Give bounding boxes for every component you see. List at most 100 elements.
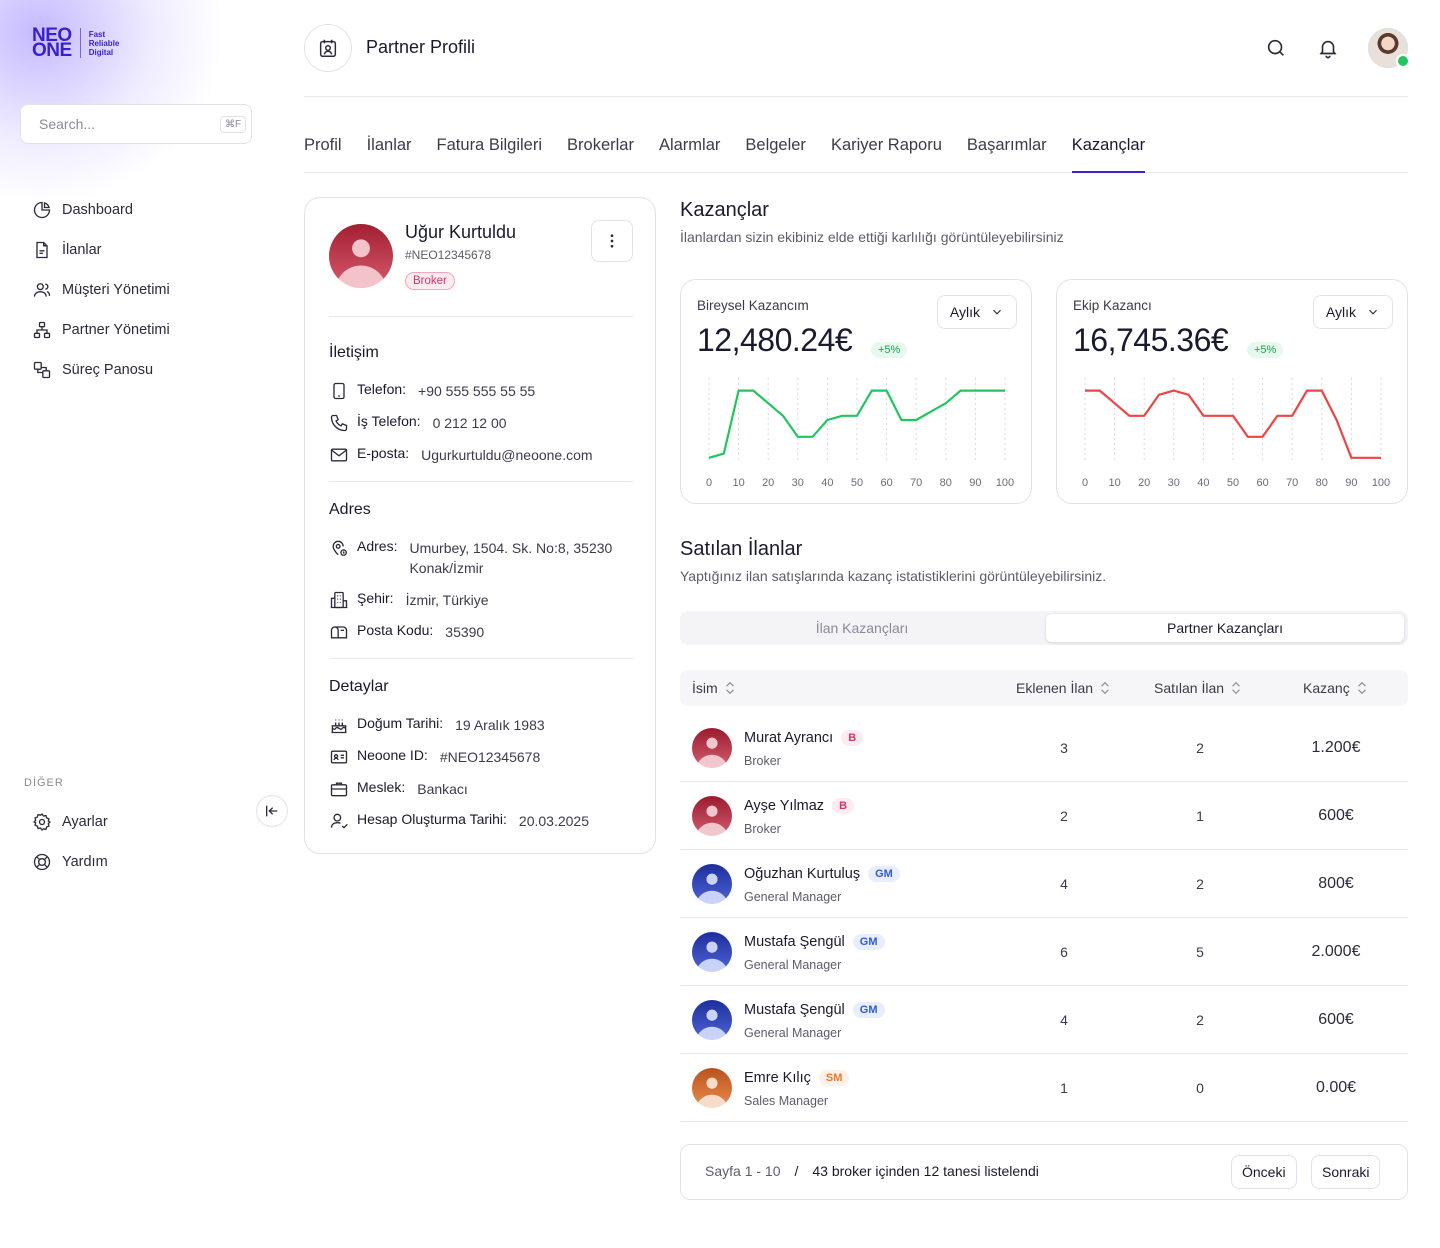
row-name: Mustafa Şengül GM [744, 934, 885, 950]
tab-basarimlar[interactable]: Başarımlar [966, 136, 1047, 154]
x-tick-label: 60 [880, 477, 892, 489]
sidebar-item-dashboard[interactable]: Dashboard [32, 190, 170, 230]
partner-profile-icon [304, 24, 352, 72]
sidebar-item-label: Süreç Panosu [62, 362, 154, 378]
address-section-title: Adres [329, 501, 371, 518]
email-value[interactable]: Ugurkurtuldu@neoone.com [421, 447, 593, 463]
work-phone-row: İş Telefon: 0 212 12 00 [329, 413, 507, 433]
earnings-delta-badge: +5% [1247, 342, 1284, 358]
sidebar-glow [0, 0, 220, 200]
role-badge: B [841, 730, 864, 746]
x-tick-label: 0 [706, 477, 712, 489]
individual-earnings-card: Bireysel Kazancım 12,480.24€ +5% Aylık 0… [680, 279, 1032, 504]
divider [329, 481, 633, 482]
tab-ilanlar[interactable]: İlanlar [366, 136, 412, 154]
sidebar-nav: Dashboard İlanlar Müşteri Yönetimi Partn… [32, 190, 170, 390]
tab-belgeler[interactable]: Belgeler [745, 136, 806, 154]
table-header: İsim Eklenen İlan Satılan İlan Kazanç [680, 670, 1408, 706]
column-header-earning[interactable]: Kazanç [1303, 670, 1368, 706]
period-dropdown[interactable]: Aylık [1312, 295, 1393, 329]
header-search-button[interactable] [1264, 36, 1288, 60]
row-name: Mustafa Şengül GM [744, 1002, 885, 1018]
x-tick-label: 40 [1197, 477, 1209, 489]
role-badge: SM [818, 1070, 850, 1086]
row-sold: 5 [1196, 944, 1204, 960]
listing-earnings-tab[interactable]: İlan Kazançları [815, 620, 909, 636]
profile-menu-button[interactable] [591, 220, 633, 262]
table-row[interactable]: Ayşe Yılmaz B Broker 2 1 600€ [680, 782, 1408, 850]
sidebar-item-surec[interactable]: Süreç Panosu [32, 350, 170, 390]
tab-profil[interactable]: Profil [304, 136, 342, 154]
role-badge: GM [852, 934, 885, 950]
avatar [692, 1068, 732, 1108]
notifications-button[interactable] [1316, 36, 1340, 60]
tab-alarmlar[interactable]: Alarmlar [658, 136, 721, 154]
tab-brokerlar[interactable]: Brokerlar [567, 136, 634, 154]
hierarchy-icon [33, 321, 51, 339]
chevron-down-icon [993, 309, 1001, 315]
table-row[interactable]: Emre Kılıç SM Sales Manager 1 0 0.00€ [680, 1054, 1408, 1122]
x-tick-label: 100 [1372, 477, 1390, 489]
user-avatar[interactable] [1368, 28, 1410, 68]
column-header-sold[interactable]: Satılan İlan [1154, 670, 1242, 706]
more-vertical-icon [610, 234, 614, 248]
pagination: Sayfa 1 - 10 / 43 broker içinden 12 tane… [680, 1144, 1408, 1200]
x-tick-label: 50 [851, 477, 863, 489]
sidebar-collapse-button[interactable] [256, 795, 288, 827]
sidebar-item-musteri[interactable]: Müşteri Yönetimi [32, 270, 170, 310]
x-tick-label: 30 [1168, 477, 1180, 489]
row-earning: 800€ [1318, 875, 1354, 892]
avatar [692, 864, 732, 904]
role-badge: GM [852, 1002, 885, 1018]
table-row[interactable]: Mustafa Şengül GM General Manager 4 2 600… [680, 986, 1408, 1054]
next-page-button[interactable]: Sonraki [1311, 1155, 1381, 1189]
document-icon [36, 241, 48, 259]
search-icon [1267, 39, 1284, 56]
x-tick-label: 90 [1345, 477, 1357, 489]
x-tick-label: 100 [996, 477, 1014, 489]
profile-avatar [329, 224, 393, 288]
sidebar-item-ilanlar[interactable]: İlanlar [32, 230, 170, 270]
pagination-range: Sayfa 1 - 10 [705, 1163, 781, 1179]
table-row[interactable]: Murat Ayrancı B Broker 3 2 1.200€ [680, 714, 1408, 782]
sidebar-item-yardim[interactable]: Yardım [32, 842, 108, 882]
avatar [692, 796, 732, 836]
table-row[interactable]: Oğuzhan Kurtuluş GM General Manager 4 2 8… [680, 850, 1408, 918]
sidebar-item-ayarlar[interactable]: Ayarlar [32, 802, 108, 842]
logo-divider [79, 28, 81, 58]
tab-fatura[interactable]: Fatura Bilgileri [436, 136, 543, 154]
table-row[interactable]: Mustafa Şengül GM General Manager 6 5 2.0… [680, 918, 1408, 986]
tab-kazanclar[interactable]: Kazançlar [1071, 124, 1146, 173]
period-dropdown[interactable]: Aylık [936, 295, 1017, 329]
column-header-name[interactable]: İsim [692, 670, 736, 706]
avatar [692, 728, 732, 768]
earnings-card-value: 12,480.24€ [697, 322, 853, 358]
team-earnings-card: Ekip Kazancı 16,745.36€ +5% Aylık 0 10 20 3… [1056, 279, 1408, 504]
chevron-down-icon [1369, 309, 1377, 315]
x-tick-label: 60 [1256, 477, 1268, 489]
partner-earnings-tab[interactable]: Partner Kazançları [1046, 614, 1404, 642]
postal-label: Posta Kodu: [357, 622, 434, 638]
email-label: E-posta: [357, 445, 410, 461]
row-name: Murat Ayrancı B [744, 730, 864, 746]
search-input[interactable] [39, 116, 220, 132]
column-header-added[interactable]: Eklenen İlan [1016, 670, 1111, 706]
search-box[interactable]: ⌘F [20, 104, 252, 144]
earnings-subtitle: İlanlardan sizin ekibiniz elde ettiği ka… [680, 229, 1064, 245]
row-earning: 600€ [1318, 807, 1354, 824]
phone-value: +90 555 555 55 55 [418, 383, 536, 399]
row-role: General Manager [744, 958, 842, 972]
sidebar-item-label: Yardım [62, 854, 108, 870]
mobile-phone-icon [333, 382, 345, 400]
sold-listings-subtitle: Yaptığınız ilan satışlarında kazanç ista… [680, 568, 1107, 584]
building-icon [330, 591, 348, 609]
logo[interactable]: NEO ONE Fast Reliable Digital [32, 26, 119, 60]
previous-page-button[interactable]: Önceki [1231, 1155, 1297, 1189]
period-dropdown-label: Aylık [1325, 304, 1356, 320]
sort-icon [725, 681, 734, 695]
sidebar-item-partner[interactable]: Partner Yönetimi [32, 310, 170, 350]
tab-kariyer[interactable]: Kariyer Raporu [830, 136, 942, 154]
row-added: 3 [1060, 740, 1068, 756]
avatar [692, 1000, 732, 1040]
row-earning: 1.200€ [1311, 739, 1361, 756]
